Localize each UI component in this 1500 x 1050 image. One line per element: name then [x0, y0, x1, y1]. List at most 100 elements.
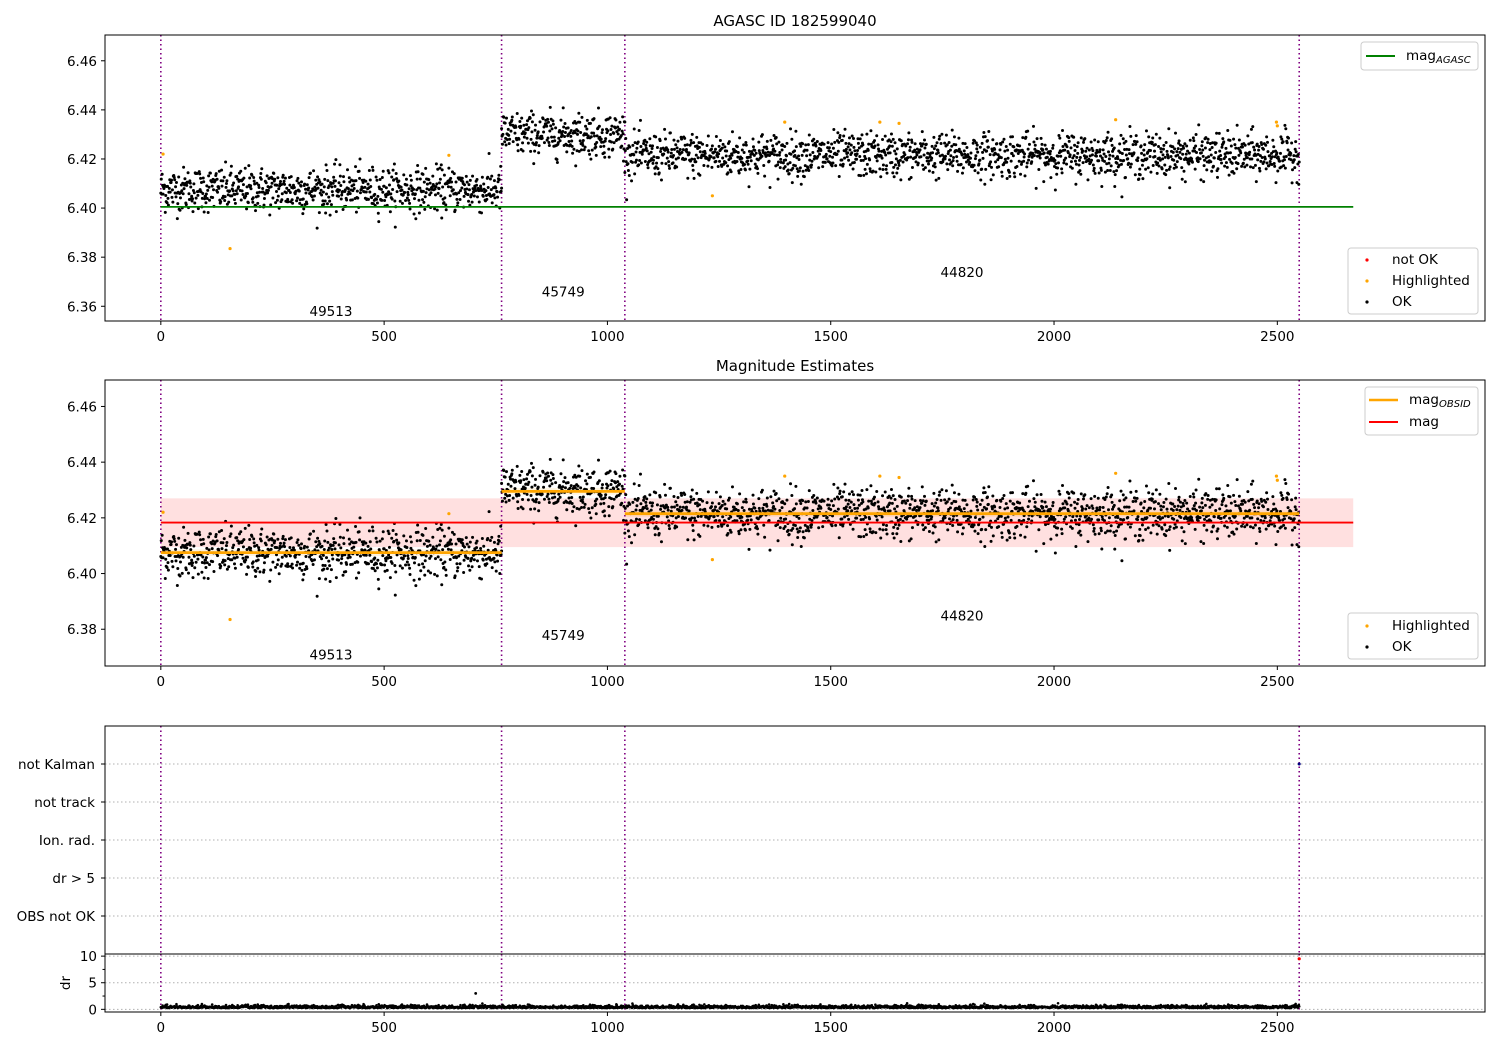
ok-point: [856, 137, 860, 141]
ok-point: [1124, 153, 1128, 157]
ok-point: [428, 556, 432, 560]
ok-point: [737, 532, 741, 536]
ok-point: [892, 525, 896, 529]
ok-point: [255, 181, 259, 185]
ok-point: [382, 547, 386, 551]
ok-point: [767, 159, 771, 163]
ok-point: [797, 157, 801, 161]
ok-point: [599, 137, 603, 141]
ok-point: [1193, 527, 1197, 531]
ok-point: [237, 547, 241, 551]
ok-point: [955, 518, 959, 522]
ok-point: [1119, 162, 1123, 166]
ok-point: [207, 535, 211, 539]
ok-point: [439, 163, 443, 167]
ok-point: [952, 155, 956, 159]
ok-point: [1265, 161, 1269, 165]
ok-point: [580, 115, 584, 119]
ok-point: [190, 564, 194, 568]
ok-point: [718, 159, 722, 163]
ok-point: [281, 534, 285, 538]
ok-point: [333, 541, 337, 545]
ok-point: [1017, 159, 1021, 163]
ok-point: [1155, 532, 1159, 536]
ok-point: [772, 153, 776, 157]
ok-point: [178, 560, 182, 564]
ok-point: [493, 560, 497, 564]
ok-point: [581, 500, 585, 504]
ok-point: [773, 507, 777, 511]
ok-point: [878, 167, 882, 171]
ok-point: [492, 556, 496, 560]
ok-point: [1150, 497, 1154, 501]
ok-point: [646, 166, 650, 170]
ok-point: [602, 151, 606, 155]
ok-point: [864, 533, 868, 537]
ok-point: [684, 147, 688, 151]
ok-point: [1104, 139, 1108, 143]
ok-point: [685, 500, 689, 504]
ok-point: [1254, 153, 1258, 157]
ok-point: [1124, 496, 1128, 500]
ok-point: [714, 147, 718, 151]
ok-point: [550, 482, 554, 486]
ok-point: [1133, 173, 1137, 177]
ok-point: [1110, 137, 1114, 141]
ok-point: [652, 155, 656, 159]
ok-point: [191, 576, 195, 580]
ok-point: [860, 488, 864, 492]
ok-point: [1274, 181, 1278, 185]
ok-point: [1175, 150, 1179, 154]
ok-point: [525, 492, 529, 496]
ok-point: [371, 566, 375, 570]
ok-point: [166, 561, 170, 565]
ok-point: [797, 169, 801, 173]
ok-point: [624, 493, 628, 497]
ok-point: [676, 496, 680, 500]
ok-point: [219, 200, 223, 204]
ok-point: [540, 492, 544, 496]
ok-point: [1109, 524, 1113, 528]
ok-point: [468, 178, 472, 182]
ok-point: [551, 119, 555, 123]
ok-point: [1034, 186, 1038, 190]
ok-point: [1051, 504, 1055, 508]
ok-point: [1120, 559, 1124, 563]
ok-point: [1108, 529, 1112, 533]
ok-point: [838, 489, 842, 493]
ok-point: [243, 166, 247, 170]
ok-point: [1042, 542, 1046, 546]
ok-point: [668, 166, 672, 170]
ok-point: [730, 485, 734, 489]
ok-point: [804, 143, 808, 147]
ok-point: [683, 143, 687, 147]
ok-point: [1045, 155, 1049, 159]
ok-point: [252, 179, 256, 183]
ok-point: [458, 562, 462, 566]
ok-point: [444, 208, 448, 212]
ok-point: [1138, 167, 1142, 171]
ok-point: [413, 556, 417, 560]
ok-point: [875, 490, 879, 494]
ok-point: [803, 148, 807, 152]
ok-point: [433, 187, 437, 191]
ok-point: [181, 543, 185, 547]
ok-point: [422, 180, 426, 184]
ok-point: [624, 160, 628, 164]
highlighted-point: [1275, 124, 1279, 128]
ok-point: [793, 149, 797, 153]
ok-point: [865, 488, 869, 492]
ok-point: [799, 144, 803, 148]
ok-point: [974, 141, 978, 145]
ok-point: [960, 532, 964, 536]
ok-point: [852, 137, 856, 141]
ok-point: [783, 524, 787, 528]
ok-point: [484, 194, 488, 198]
ok-point: [846, 145, 850, 149]
ok-point: [541, 117, 545, 121]
ok-point: [804, 500, 808, 504]
ok-point: [698, 150, 702, 154]
ok-point: [1063, 506, 1067, 510]
ok-point: [261, 553, 265, 557]
highlighted-point: [783, 120, 787, 124]
